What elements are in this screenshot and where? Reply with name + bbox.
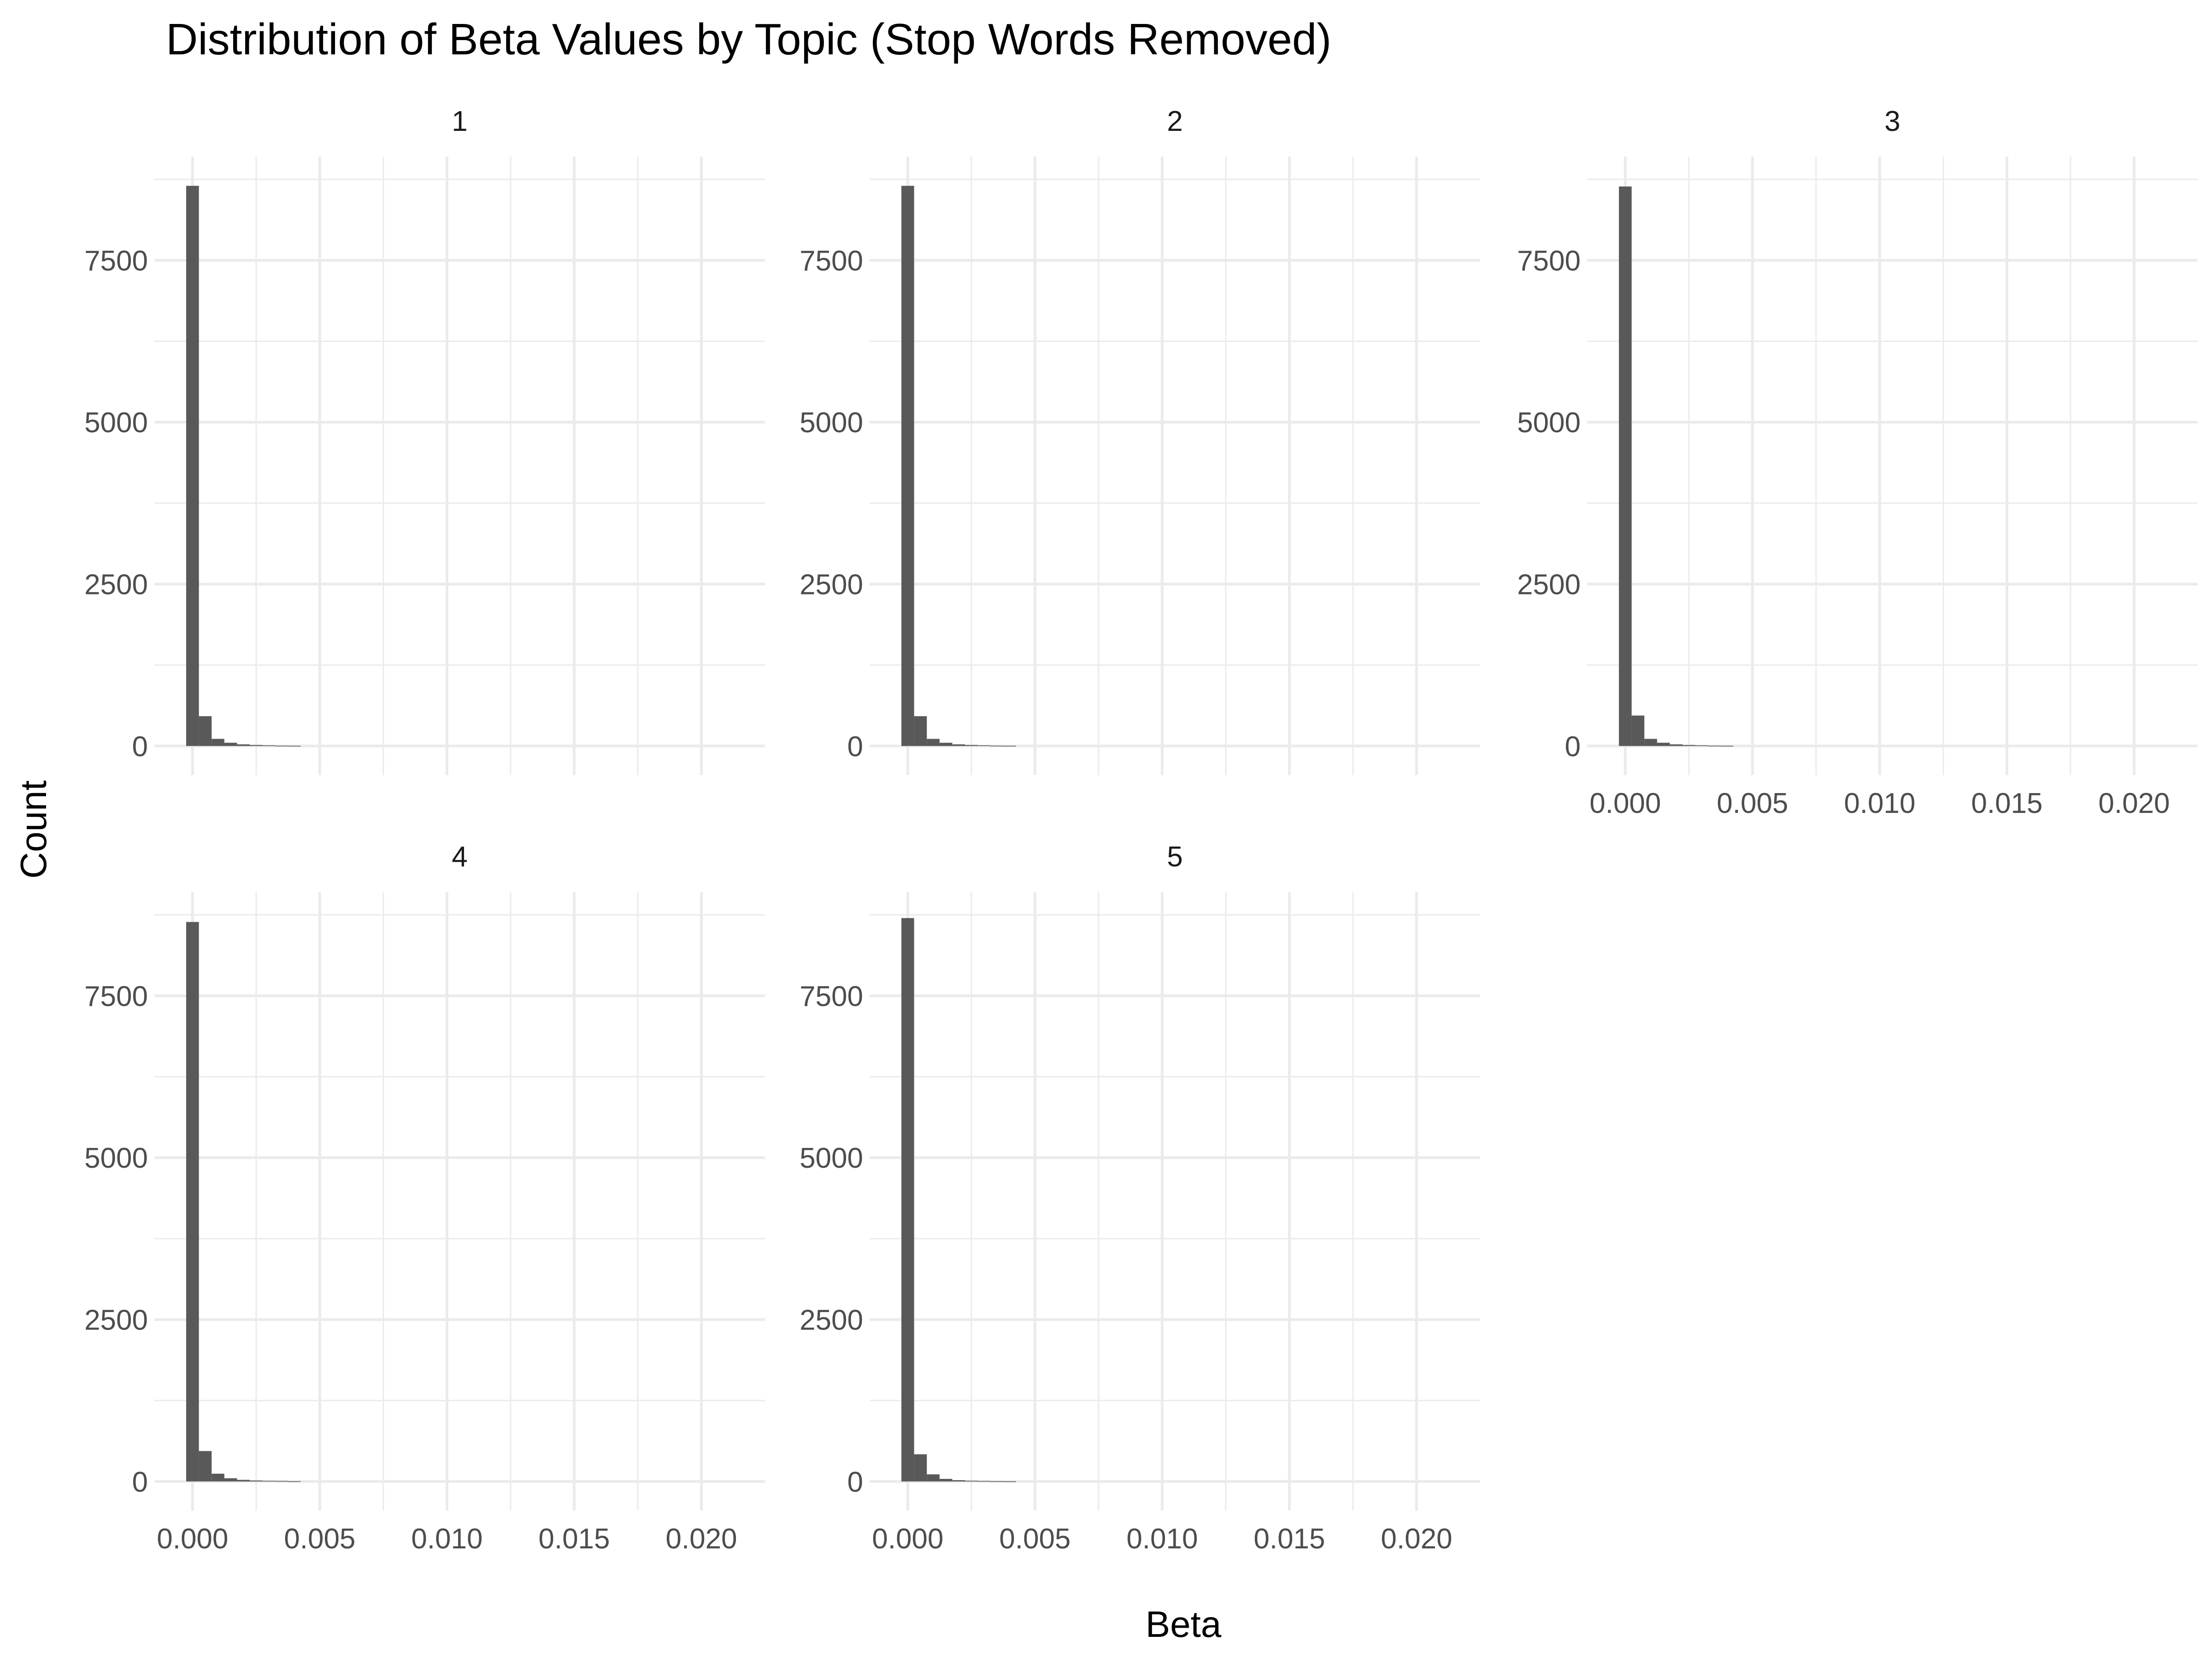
x-tick-label: 0.000 bbox=[872, 1523, 943, 1555]
y-axis-title: Count bbox=[13, 780, 54, 878]
x-tick-label: 0.010 bbox=[1844, 788, 1915, 819]
x-tick-label: 0.020 bbox=[2098, 788, 2170, 819]
histogram-bar bbox=[275, 1481, 288, 1482]
x-tick-label: 0.010 bbox=[411, 1523, 482, 1555]
x-tick-label: 0.000 bbox=[1589, 788, 1661, 819]
y-tick-label: 2500 bbox=[84, 1304, 148, 1336]
y-tick-label: 2500 bbox=[800, 1304, 863, 1336]
x-tick-label: 0.015 bbox=[1971, 788, 2042, 819]
chart-title: Distribution of Beta Values by Topic (St… bbox=[166, 15, 1331, 64]
histogram-bar bbox=[977, 745, 991, 746]
x-axis-title: Beta bbox=[1146, 1604, 1222, 1645]
histogram-bar bbox=[914, 1454, 927, 1482]
histogram-bar bbox=[1695, 745, 1708, 746]
y-tick-label: 5000 bbox=[1517, 407, 1581, 439]
x-tick-label: 0.015 bbox=[1253, 1523, 1325, 1555]
histogram-bar bbox=[901, 186, 914, 746]
histogram-bar bbox=[939, 742, 953, 746]
histogram-bar bbox=[1631, 715, 1645, 746]
facet-strip-label: 3 bbox=[1884, 106, 1900, 137]
histogram-bar bbox=[952, 744, 965, 746]
histogram-bar bbox=[990, 746, 1003, 747]
histogram-bar bbox=[288, 746, 301, 747]
histogram-bar bbox=[914, 716, 927, 746]
histogram-bar bbox=[212, 739, 224, 746]
histogram-bar bbox=[224, 1478, 237, 1482]
y-tick-label: 7500 bbox=[84, 981, 148, 1012]
histogram-bar bbox=[199, 1451, 212, 1482]
facet-strip-label: 5 bbox=[1167, 841, 1182, 873]
histogram-bar bbox=[939, 1479, 953, 1482]
histogram-bar bbox=[186, 186, 199, 746]
y-tick-label: 0 bbox=[847, 1466, 863, 1498]
facet-panels: 1 0 2500 5000 7500 2 0 2500 5000 7500 3 0 2500 5000 75… bbox=[84, 106, 2198, 1555]
y-tick-label: 7500 bbox=[800, 245, 863, 277]
histogram-bar bbox=[224, 742, 237, 746]
histogram-bar bbox=[1670, 744, 1683, 746]
histogram-bar bbox=[1708, 746, 1721, 747]
histogram-bar bbox=[1644, 739, 1657, 746]
facet-strip-label: 2 bbox=[1167, 106, 1182, 137]
x-tick-label: 0.005 bbox=[284, 1523, 355, 1555]
histogram-bar bbox=[212, 1473, 224, 1482]
histogram-bar bbox=[237, 1480, 250, 1482]
histogram-bar bbox=[288, 1481, 301, 1482]
facet-panel-1: 1 0 2500 5000 7500 bbox=[84, 106, 765, 775]
y-tick-label: 2500 bbox=[1517, 569, 1581, 600]
facet-panel-4: 4 0 2500 5000 7500 0.000 0.005 0.010 0.015 0.020 bbox=[84, 841, 765, 1555]
y-tick-label: 7500 bbox=[1517, 245, 1581, 277]
x-tick-label: 0.005 bbox=[999, 1523, 1071, 1555]
y-tick-label: 0 bbox=[1565, 731, 1581, 763]
histogram-bar bbox=[952, 1480, 965, 1482]
y-tick-label: 5000 bbox=[84, 407, 148, 439]
x-tick-label: 0.020 bbox=[1381, 1523, 1452, 1555]
facet-panel-2: 2 0 2500 5000 7500 bbox=[800, 106, 1480, 775]
y-tick-label: 7500 bbox=[84, 245, 148, 277]
histogram-bar bbox=[1003, 1481, 1016, 1482]
histogram-bar bbox=[1683, 745, 1695, 746]
x-tick-label: 0.015 bbox=[538, 1523, 610, 1555]
y-tick-label: 0 bbox=[132, 731, 148, 763]
facet-panel-3: 3 0 2500 5000 7500 0.000 0.005 0.010 0.015 0.020 bbox=[1517, 106, 2198, 819]
histogram-bar bbox=[186, 922, 199, 1482]
facet-strip-label: 1 bbox=[452, 106, 467, 137]
histogram-bar bbox=[1003, 746, 1016, 747]
histogram-bar bbox=[965, 745, 978, 746]
y-tick-label: 5000 bbox=[84, 1142, 148, 1174]
histogram-bar bbox=[1657, 742, 1670, 746]
y-tick-label: 5000 bbox=[800, 1142, 863, 1174]
histogram-bar bbox=[262, 745, 276, 746]
y-tick-label: 7500 bbox=[800, 981, 863, 1012]
facet-strip-label: 4 bbox=[452, 841, 467, 873]
histogram-bar bbox=[199, 716, 212, 746]
facet-panel-5: 5 0 2500 5000 7500 0.000 0.005 0.010 0.015 0.020 bbox=[800, 841, 1480, 1555]
x-tick-label: 0.005 bbox=[1717, 788, 1788, 819]
histogram-bar bbox=[977, 1481, 991, 1482]
x-tick-label: 0.020 bbox=[665, 1523, 737, 1555]
histogram-bar bbox=[250, 745, 263, 746]
y-tick-label: 2500 bbox=[800, 569, 863, 600]
histogram-bar bbox=[275, 746, 288, 747]
y-tick-label: 2500 bbox=[84, 569, 148, 600]
histogram-bar bbox=[927, 739, 940, 746]
x-tick-label: 0.010 bbox=[1126, 1523, 1198, 1555]
histogram-bar bbox=[237, 744, 250, 746]
histogram-bar bbox=[262, 1481, 276, 1482]
y-tick-label: 0 bbox=[847, 731, 863, 763]
histogram-bar bbox=[250, 1480, 263, 1482]
histogram-bar bbox=[965, 1481, 978, 1482]
histogram-bar bbox=[901, 918, 914, 1482]
x-tick-label: 0.000 bbox=[157, 1523, 228, 1555]
histogram-bar bbox=[927, 1474, 940, 1482]
y-tick-label: 5000 bbox=[800, 407, 863, 439]
histogram-bar bbox=[990, 1481, 1003, 1482]
histogram-bar bbox=[1720, 746, 1734, 747]
y-tick-label: 0 bbox=[132, 1466, 148, 1498]
histogram-bar bbox=[1619, 186, 1632, 746]
